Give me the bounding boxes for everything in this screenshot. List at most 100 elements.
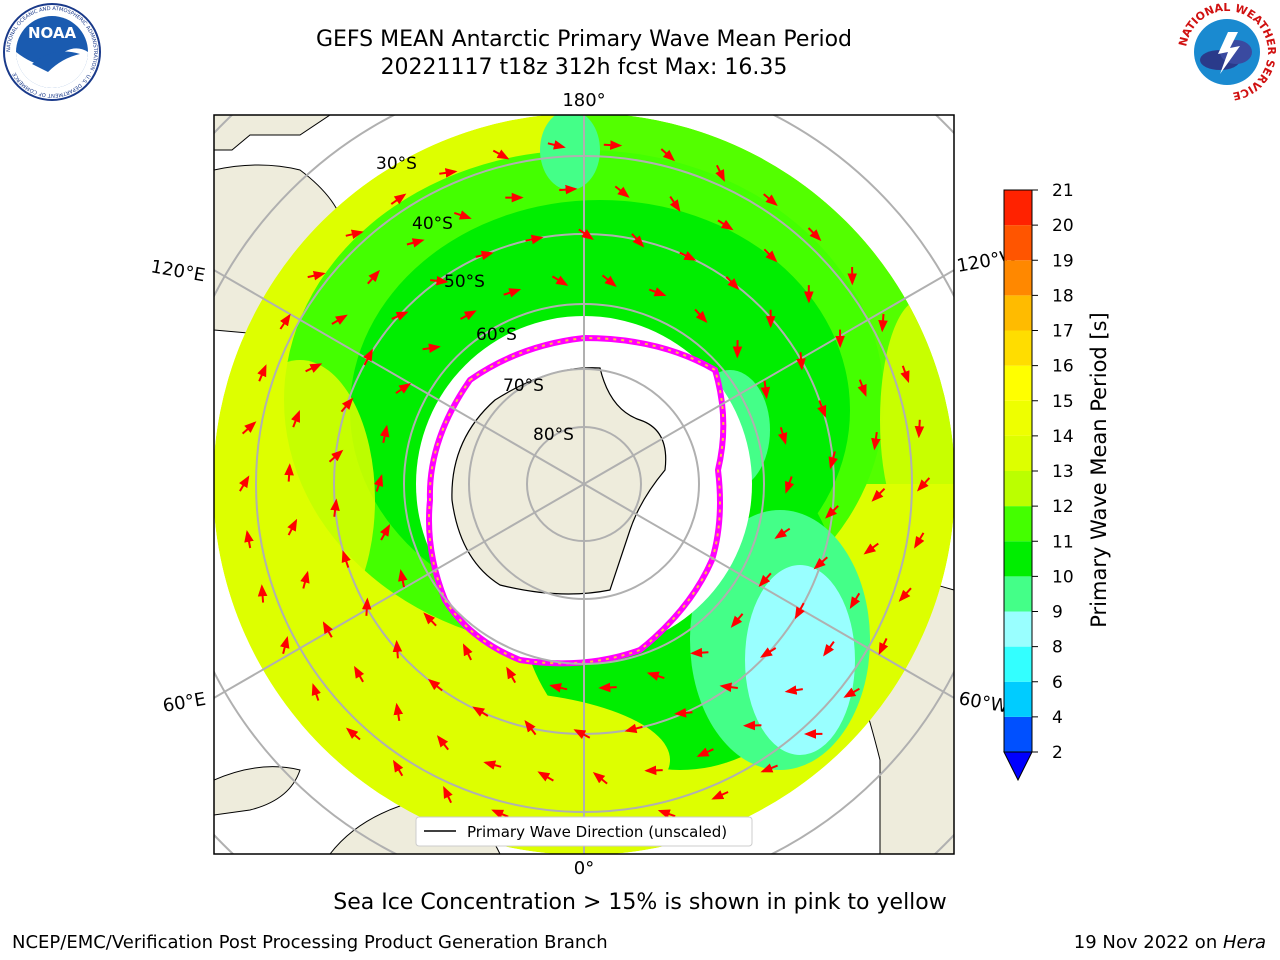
wave-direction-arrow — [760, 647, 777, 658]
wave-direction-arrow — [257, 364, 267, 382]
footer-date-text: 19 Nov 2022 on — [1073, 932, 1223, 953]
wave-direction-arrow — [311, 683, 321, 701]
wave-direction-arrow — [322, 621, 333, 638]
colorbar-segment — [1004, 365, 1032, 401]
wave-direction-arrow — [257, 584, 268, 603]
colorbar-tick-label: 6 — [1052, 673, 1063, 693]
wave-direction-arrow — [660, 148, 675, 162]
wave-direction-arrow — [916, 477, 931, 492]
wave-direction-arrow — [559, 184, 578, 195]
colorbar-tick-label: 9 — [1052, 603, 1063, 623]
colorbar-tick-label: 16 — [1052, 357, 1074, 377]
wave-direction-arrow — [763, 193, 778, 206]
wave-direction-arrow — [305, 363, 323, 373]
wave-direction-arrow — [657, 809, 676, 819]
wave-direction-arrow — [330, 498, 340, 517]
map-legend: Primary Wave Direction (unscaled) — [415, 816, 753, 847]
wave-direction-arrow — [340, 397, 354, 413]
wave-direction-arrow — [241, 421, 257, 435]
map-area: Primary Wave Direction (unscaled) — [214, 115, 954, 854]
wave-direction-arrow — [817, 400, 827, 418]
colorbar-tick-label: 18 — [1052, 286, 1074, 306]
wave-direction-arrow — [361, 597, 372, 616]
colorbar-segment — [1004, 295, 1032, 331]
wave-direction-arrow — [341, 550, 351, 568]
wave-direction-arrow — [614, 185, 630, 198]
wave-direction-arrow — [828, 451, 838, 470]
lat-label: 40°S — [412, 214, 453, 234]
wave-direction-arrow — [843, 687, 860, 698]
colorbar-tick-label: 4 — [1052, 708, 1063, 728]
wave-direction-arrow — [777, 427, 788, 445]
wave-direction-arrow — [825, 505, 839, 519]
wave-direction-arrow — [439, 168, 458, 178]
wave-direction-arrow — [878, 637, 889, 655]
wave-direction-arrow — [443, 786, 453, 804]
colorbar-segment — [1004, 576, 1032, 612]
antarctica — [426, 334, 727, 667]
wave-direction-arrow — [784, 685, 803, 695]
wave-direction-arrow — [390, 193, 407, 205]
wave-direction-arrow — [719, 682, 738, 692]
wave-direction-arrow — [503, 288, 522, 298]
wave-direction-arrow — [244, 529, 254, 549]
wave-direction-arrow — [492, 149, 510, 160]
colorbar-tick-label: 15 — [1052, 392, 1074, 412]
wave-direction-arrow — [717, 219, 734, 231]
wave-direction-arrow — [422, 343, 441, 354]
wave-direction-arrow — [573, 729, 591, 739]
wave-direction-arrow — [549, 683, 568, 693]
wave-direction-arrow — [646, 671, 665, 681]
wave-direction-arrow — [379, 424, 390, 444]
wave-direction-arrow — [760, 380, 771, 400]
wave-direction-arrow — [578, 228, 594, 240]
lon-label-120e: 120°E — [149, 256, 207, 286]
wave-direction-arrow — [715, 164, 725, 182]
wave-direction-arrow — [725, 276, 740, 291]
wave-direction-arrow — [592, 771, 608, 785]
colorbar-segment — [1004, 541, 1032, 577]
wave-direction-arrow — [328, 449, 344, 463]
wave-direction-arrow — [674, 708, 693, 718]
wave-direction-arrow — [483, 760, 502, 770]
wave-direction-arrow — [648, 287, 667, 297]
wave-direction-arrow — [537, 771, 554, 782]
wave-direction-arrow — [392, 639, 403, 659]
wave-direction-arrow — [730, 613, 744, 628]
colorbar-tick-label: 11 — [1052, 532, 1074, 552]
wave-direction-arrow — [491, 809, 509, 819]
wave-direction-arrow — [380, 524, 391, 541]
footer-credit: NCEP/EMC/Verification Post Processing Pr… — [12, 932, 608, 953]
wave-direction-arrow — [690, 647, 709, 658]
chart-subtitle: 20221117 t18z 312h fcst Max: 16.35 — [380, 55, 788, 80]
colorbar-tick-label: 14 — [1052, 427, 1074, 447]
wave-direction-arrow — [758, 572, 772, 587]
lon-label-60e: 60°E — [161, 689, 207, 717]
wave-direction-arrow — [406, 238, 425, 248]
lat-label: 70°S — [503, 376, 544, 396]
colorbar-tick-label: 21 — [1052, 181, 1074, 201]
colorbar-segment — [1004, 716, 1032, 752]
wave-direction-arrow — [857, 379, 867, 397]
wave-direction-arrow — [239, 475, 250, 492]
lon-label-180: 180° — [562, 90, 605, 111]
colorbar-segment — [1004, 400, 1032, 436]
wave-direction-arrow — [427, 678, 443, 692]
wave-direction-arrow — [785, 476, 795, 494]
colorbar-segment — [1004, 611, 1032, 647]
wave-direction-arrow — [898, 587, 912, 602]
wave-direction-arrow — [603, 140, 623, 150]
colorbar-segment — [1004, 471, 1032, 507]
wave-direction-arrow — [711, 790, 729, 800]
colorbar-segment — [1004, 681, 1032, 717]
wave-direction-arrow — [460, 310, 477, 321]
wave-direction-arrow — [363, 348, 373, 366]
footer-date: 19 Nov 2022 on Hera — [1074, 932, 1266, 953]
colorbar-segment — [1004, 190, 1032, 226]
wave-direction-arrow — [287, 518, 298, 536]
noaa-logo: NOAA NATIONAL OCEANIC AND ATMOSPHERIC AD… — [3, 3, 101, 101]
lon-label-0: 0° — [574, 858, 594, 879]
noaa-logo-text: NOAA — [28, 24, 77, 42]
wave-direction-arrow — [423, 612, 437, 627]
